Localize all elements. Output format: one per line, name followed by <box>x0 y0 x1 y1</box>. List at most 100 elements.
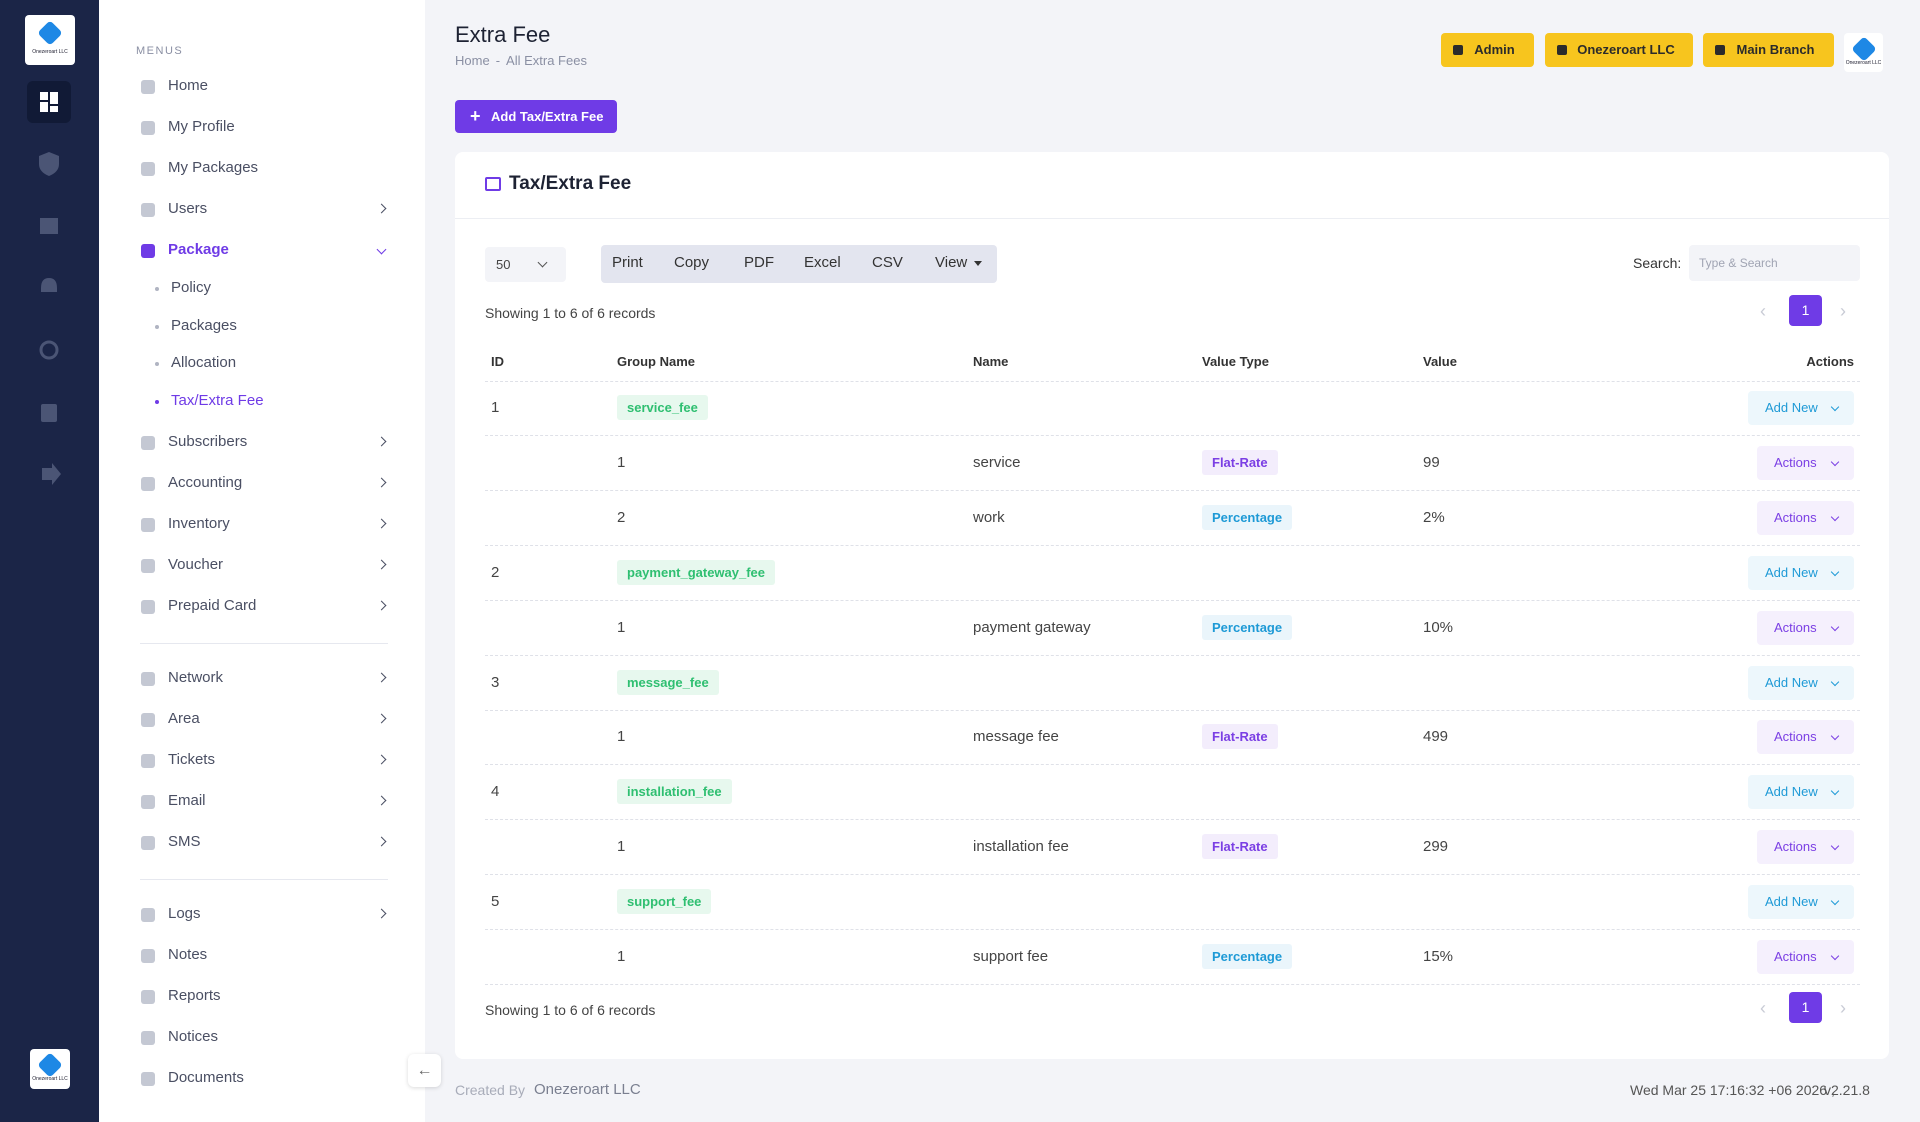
submenu-item[interactable]: Allocation <box>171 354 237 372</box>
row-border <box>485 929 1860 931</box>
action-button[interactable]: Actions <box>1757 445 1854 480</box>
submenu-item[interactable]: Tax/Extra Fee <box>171 391 264 409</box>
action-chevron <box>1830 622 1840 631</box>
item-value: 99 <box>1423 453 1440 471</box>
page-number[interactable]: 1 <box>1789 295 1822 326</box>
row-border <box>485 819 1860 821</box>
menu-icon <box>141 989 155 1004</box>
menu-item[interactable]: Prepaid Card <box>168 596 257 614</box>
submenu-item[interactable]: Policy <box>171 279 212 296</box>
row-border <box>485 984 1860 985</box>
action-button[interactable]: Actions <box>1757 720 1854 755</box>
card-divider <box>455 218 1889 219</box>
menu-icon <box>141 80 155 94</box>
row-border <box>485 599 1860 601</box>
action-chevron <box>1830 677 1840 686</box>
brand-name: Onezeroart LLC <box>1845 59 1882 66</box>
menu-icon <box>141 835 155 850</box>
export-button[interactable]: Print <box>612 254 643 271</box>
menu-item[interactable]: Subscribers <box>168 432 248 450</box>
column-header[interactable]: Group Name <box>617 354 696 369</box>
action-button[interactable]: Add New <box>1748 775 1854 810</box>
action-button[interactable]: Actions <box>1757 610 1854 645</box>
card <box>455 152 1889 1059</box>
header-button[interactable]: Admin <box>1441 33 1534 67</box>
header-button[interactable]: Onezeroart LLC <box>1545 33 1693 67</box>
view-caret <box>974 261 982 266</box>
item-value: 2% <box>1423 508 1445 526</box>
menu-item[interactable]: Home <box>168 77 209 94</box>
row-border <box>485 435 1860 436</box>
column-header[interactable]: Actions <box>1806 354 1854 369</box>
page-length-select[interactable]: 50 <box>485 247 566 282</box>
menu-item[interactable]: Network <box>168 668 224 686</box>
menu-item[interactable]: Users <box>168 200 208 217</box>
menu-item[interactable]: SMS <box>168 832 201 850</box>
page-number[interactable]: 1 <box>1789 992 1822 1023</box>
action-button[interactable]: Add New <box>1748 665 1854 700</box>
header-button[interactable]: Main Branch <box>1703 33 1834 67</box>
export-button[interactable]: Excel <box>804 254 841 271</box>
menu-icon <box>141 162 155 176</box>
column-header[interactable]: Name <box>973 354 1009 369</box>
page-prev[interactable]: ‹ <box>1760 301 1766 321</box>
menu-item[interactable]: Email <box>168 791 206 809</box>
page-prev[interactable]: ‹ <box>1760 998 1766 1018</box>
action-chevron <box>1830 567 1840 576</box>
card-icon <box>485 177 501 191</box>
action-button[interactable]: Add New <box>1748 391 1854 425</box>
group-badge: service_fee <box>617 395 708 420</box>
item-value: 10% <box>1423 618 1454 636</box>
action-chevron <box>1830 457 1840 467</box>
menu-icon <box>141 948 155 963</box>
group-badge: payment_gateway_fee <box>617 559 776 585</box>
menu-item[interactable]: Area <box>168 709 200 727</box>
action-button[interactable]: Add New <box>1748 885 1854 920</box>
menu-item[interactable]: Tickets <box>168 750 215 768</box>
menu-item[interactable]: My Packages <box>168 159 259 176</box>
column-header[interactable]: Value Type <box>1202 354 1269 369</box>
menu-item[interactable]: Notes <box>168 945 208 963</box>
export-button[interactable]: CSV <box>872 254 903 271</box>
export-group <box>601 245 997 283</box>
button-icon <box>1715 45 1725 55</box>
menu-item[interactable]: Logs <box>168 904 201 922</box>
export-button[interactable]: Copy <box>674 254 710 271</box>
export-button[interactable]: View <box>935 254 968 271</box>
logo: Onezeroart LLC <box>1844 33 1883 72</box>
breadcrumb-item[interactable]: Home <box>455 53 490 68</box>
menu-icon <box>141 1030 155 1045</box>
collapse-button[interactable]: ← <box>408 1054 441 1087</box>
column-header[interactable]: ID <box>491 354 504 369</box>
menu-item[interactable]: Inventory <box>168 514 230 532</box>
submenu-item[interactable]: Packages <box>171 316 237 334</box>
menu-item[interactable]: Accounting <box>168 473 243 491</box>
plus-icon: + <box>470 106 481 126</box>
logo: Onezeroart LLC <box>30 1049 70 1089</box>
row-border <box>485 874 1860 876</box>
action-button[interactable]: Actions <box>1757 500 1854 535</box>
action-button[interactable]: Actions <box>1757 830 1854 865</box>
value-type-badge: Percentage <box>1202 944 1293 969</box>
submenu-dot <box>155 362 159 367</box>
menu-icon <box>141 907 155 922</box>
menu-item[interactable]: Voucher <box>168 555 224 573</box>
add-button[interactable]: Add Tax/Extra Fee <box>455 100 617 133</box>
menu-item[interactable]: My Profile <box>168 118 235 135</box>
menu-item[interactable]: Reports <box>168 986 221 1004</box>
row-border <box>485 764 1860 766</box>
search-input[interactable]: Type & Search <box>1689 245 1860 281</box>
footer-company[interactable]: Onezeroart LLC <box>534 1081 641 1098</box>
menu-item[interactable]: Documents <box>168 1068 244 1086</box>
action-button[interactable]: Actions <box>1757 940 1854 974</box>
page-next[interactable]: › <box>1840 301 1846 321</box>
export-button[interactable]: PDF <box>744 254 774 271</box>
page-next[interactable]: › <box>1840 998 1846 1018</box>
item-value: 299 <box>1423 838 1449 856</box>
action-button[interactable]: Add New <box>1748 555 1854 590</box>
menu-item[interactable]: Notices <box>168 1027 219 1045</box>
column-header[interactable]: Value <box>1423 354 1457 369</box>
menu-item[interactable]: Package <box>168 241 229 258</box>
group-id: 2 <box>491 563 500 581</box>
